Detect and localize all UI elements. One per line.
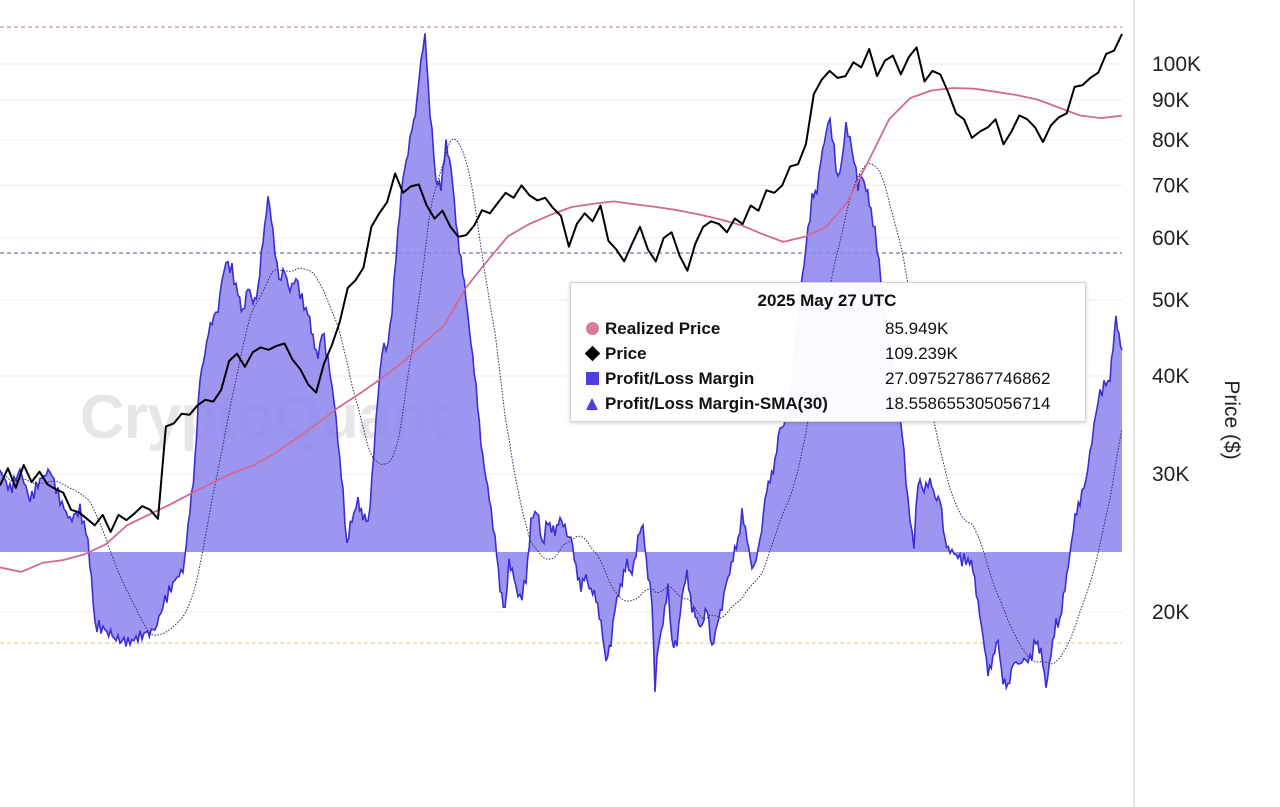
- tooltip-series-value: 18.558655305056714: [885, 393, 1051, 413]
- y-tick-label: 100K: [1152, 53, 1201, 76]
- y-tick-label: 40K: [1152, 365, 1189, 388]
- price-series: [0, 33, 1123, 533]
- profit-loss-margin-sma-series: [0, 138, 1123, 665]
- profit-loss-margin-line: [0, 33, 1123, 692]
- tooltip-date: 2025 May 27 UTC: [757, 291, 897, 310]
- grid: [0, 63, 1122, 613]
- sma-marker-icon: [586, 397, 598, 410]
- profit-loss-margin-area: [0, 33, 1122, 692]
- y-tick-label: 70K: [1152, 174, 1189, 197]
- tooltip-series-name: Profit/Loss Margin-SMA(30): [605, 393, 828, 413]
- y-tick-label: 60K: [1152, 227, 1189, 250]
- y-tick-label: 80K: [1152, 129, 1189, 152]
- y-tick-label: 90K: [1152, 89, 1189, 112]
- profit-loss-margin-series: [0, 33, 1123, 692]
- tooltip-row-profit-loss-margin-sma: Profit/Loss Margin-SMA(30) 18.5586553050…: [581, 391, 1073, 416]
- tooltip-row-profit-loss-margin: Profit/Loss Margin 27.097527867746862: [581, 366, 1073, 391]
- realized-price-marker-icon: [585, 322, 599, 335]
- profit-loss-margin-sma-line: [0, 138, 1123, 665]
- profit-loss-margin-marker-icon: [585, 372, 599, 385]
- tooltip-series-value: 27.097527867746862: [885, 368, 1051, 388]
- y-axis-title: Price ($): [1220, 380, 1243, 459]
- tooltip-series-value: 85.949K: [885, 318, 949, 338]
- tooltip-series-value: 109.239K: [885, 343, 958, 363]
- y-axis: 20K 30K 40K 50K 60K 70K 80K 90K 100K Price ($): [1133, 0, 1243, 807]
- tooltip-row-realized-price: Realized Price 85.949K: [581, 316, 1073, 341]
- tooltip-series-name: Realized Price: [605, 318, 721, 338]
- tooltip-series-name: Profit/Loss Margin: [605, 368, 755, 388]
- tooltip-series-name: Price: [605, 343, 647, 363]
- reference-lines: [0, 26, 1122, 644]
- tooltip-row-price: Price 109.239K: [581, 341, 1073, 366]
- y-tick-label: 20K: [1152, 601, 1189, 624]
- price-line: [0, 33, 1123, 533]
- realized-price-line: [0, 87, 1123, 573]
- realized-price-series: [0, 87, 1123, 573]
- y-tick-label: 50K: [1152, 289, 1189, 312]
- chart-tooltip: 2025 May 27 UTC Realized Price 85.949K P…: [570, 282, 1086, 422]
- y-tick-label: 30K: [1152, 463, 1189, 486]
- price-marker-icon: [584, 345, 600, 362]
